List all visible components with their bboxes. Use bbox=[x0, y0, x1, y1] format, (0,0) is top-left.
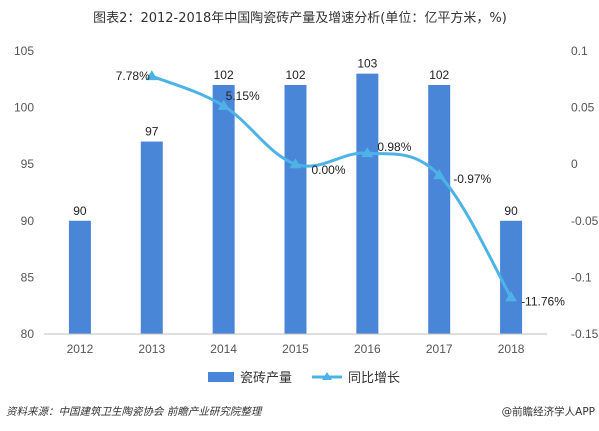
legend-label-line: 同比增长 bbox=[348, 371, 400, 386]
x-tick-label: 2014 bbox=[210, 342, 237, 356]
growth-value-label: -0.97% bbox=[453, 172, 491, 186]
right-tick-label: 0.1 bbox=[571, 44, 588, 58]
bar bbox=[140, 141, 163, 334]
legend-marker-line bbox=[322, 372, 332, 380]
left-tick-label: 95 bbox=[21, 157, 35, 171]
right-tick-label: 0 bbox=[571, 157, 578, 171]
bar bbox=[500, 220, 523, 334]
bar-value-label: 102 bbox=[214, 68, 234, 82]
x-tick-label: 2018 bbox=[498, 342, 525, 356]
growth-value-label: 5.15% bbox=[226, 89, 260, 103]
legend: 瓷砖产量 同比增长 bbox=[208, 371, 400, 386]
x-tick-label: 2016 bbox=[354, 342, 381, 356]
x-tick-label: 2015 bbox=[282, 342, 309, 356]
growth-value-label: 0.00% bbox=[312, 163, 346, 177]
growth-value-label: 0.98% bbox=[377, 140, 411, 154]
left-tick-label: 80 bbox=[21, 327, 35, 341]
x-tick-label: 2013 bbox=[138, 342, 165, 356]
growth-marker bbox=[433, 169, 446, 180]
left-tick-label: 105 bbox=[14, 44, 34, 58]
bar bbox=[284, 84, 307, 335]
x-axis: 2012 2013 2014 2015 2016 2017 2018 bbox=[44, 333, 547, 356]
right-tick-label: -0.05 bbox=[571, 214, 599, 228]
bar-value-label: 103 bbox=[357, 57, 377, 71]
left-tick-label: 85 bbox=[21, 270, 35, 284]
left-tick-label: 100 bbox=[14, 101, 34, 115]
growth-marker bbox=[145, 70, 158, 81]
bar bbox=[428, 84, 451, 335]
growth-value-label: 7.78% bbox=[116, 69, 150, 83]
right-axis: -0.15 -0.1 -0.05 0 0.05 0.1 bbox=[571, 44, 599, 341]
growth-line bbox=[151, 74, 513, 299]
legend-swatch-bar bbox=[208, 372, 234, 382]
left-tick-label: 90 bbox=[21, 214, 35, 228]
legend-label-bar: 瓷砖产量 bbox=[240, 371, 292, 386]
bar bbox=[356, 73, 379, 334]
right-tick-label: 0.05 bbox=[571, 101, 595, 115]
growth-marker bbox=[505, 291, 518, 302]
brand-credit: @前瞻经济学人APP bbox=[502, 405, 595, 418]
growth-marker bbox=[289, 158, 302, 169]
growth-value-label: -11.76% bbox=[521, 294, 565, 308]
left-axis: 80 85 90 95 100 105 bbox=[14, 44, 34, 341]
bar bbox=[68, 220, 91, 334]
bar-value-label: 90 bbox=[73, 204, 87, 218]
bar-value-label: 102 bbox=[429, 68, 449, 82]
x-tick-label: 2017 bbox=[426, 342, 453, 356]
x-tick-label: 2012 bbox=[67, 342, 94, 356]
chart-title: 图表2：2012-2018年中国陶瓷砖产量及增速分析(单位：亿平方米，%) bbox=[93, 10, 507, 26]
source-note: 资料来源：中国建筑卫生陶瓷协会 前瞻产业研究院整理 bbox=[6, 406, 263, 418]
growth-marker bbox=[361, 147, 374, 158]
right-tick-label: -0.1 bbox=[571, 270, 592, 284]
right-tick-label: -0.15 bbox=[571, 327, 599, 341]
bar bbox=[212, 84, 235, 335]
growth-marker bbox=[217, 99, 230, 110]
bar-value-label: 97 bbox=[145, 125, 159, 139]
bar-value-label: 90 bbox=[504, 204, 518, 218]
bar-value-label: 102 bbox=[285, 68, 305, 82]
plot-area: 90 97 102 102 103 102 90 7.78% 5.15% 0.00% 0.98% -0… bbox=[68, 57, 565, 335]
